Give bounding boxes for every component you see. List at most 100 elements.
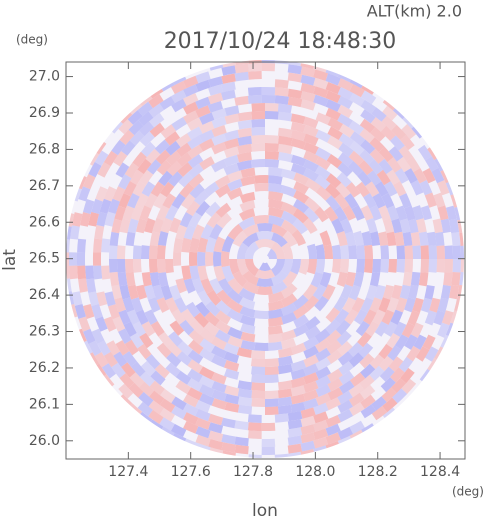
echo-cell [234, 436, 249, 447]
echo-cell [164, 131, 181, 146]
echo-cell [398, 356, 413, 373]
echo-cell [325, 195, 341, 211]
echo-cell [176, 351, 193, 366]
echo-cell [183, 394, 199, 408]
echo-cell [440, 334, 449, 348]
echo-cell [69, 265, 78, 280]
echo-cell [199, 129, 215, 143]
echo-cell [237, 380, 252, 391]
echo-cell [221, 265, 235, 283]
echo-cell [340, 284, 353, 300]
echo-cell [268, 291, 285, 303]
echo-cell [353, 309, 368, 325]
echo-cell [333, 296, 348, 312]
echo-cell [300, 440, 316, 452]
echo-cell [183, 93, 199, 106]
echo-cell [251, 390, 265, 399]
echo-cell [138, 381, 155, 397]
echo-cell [109, 259, 118, 273]
echo-cell [242, 280, 259, 295]
echo-cell [135, 309, 149, 325]
echo-cell [338, 370, 355, 385]
echo-cell [267, 248, 277, 259]
echo-cell [360, 404, 377, 419]
echo-cell [265, 158, 280, 168]
echo-cell [257, 222, 273, 232]
echo-cell [224, 402, 240, 413]
y-tick-label: 27.0 [29, 69, 60, 85]
echo-cell [227, 170, 243, 183]
echo-cell [116, 259, 126, 273]
echo-cell [406, 345, 421, 362]
echo-cell [331, 244, 341, 259]
echo-cell [238, 216, 256, 231]
echo-cell [435, 231, 445, 246]
echo-cell [158, 331, 173, 348]
echo-cell [216, 212, 232, 229]
echo-cell [412, 297, 424, 313]
echo-cell [251, 119, 265, 128]
echo-cell [239, 191, 256, 204]
echo-cell [123, 321, 137, 337]
echo-cell [265, 135, 279, 144]
echo-cell [150, 370, 166, 386]
echo-cell [237, 396, 253, 407]
echo-cell [251, 366, 265, 376]
echo-cell [251, 374, 265, 383]
echo-cell [271, 241, 285, 259]
echo-cell [271, 232, 288, 248]
echo-cell [399, 218, 411, 234]
echo-cell [366, 284, 378, 301]
echo-cell [313, 66, 327, 73]
echo-cell [160, 284, 173, 301]
echo-cell [119, 373, 135, 389]
echo-cell [337, 78, 354, 92]
echo-cell [412, 245, 421, 259]
echo-cell [300, 407, 316, 419]
echo-cell [291, 229, 306, 246]
echo-cell [209, 64, 224, 71]
echo-cell [173, 76, 187, 86]
echo-cell [314, 174, 331, 190]
echo-cell [325, 69, 339, 77]
echo-cell [418, 272, 429, 287]
echo-cell [137, 401, 153, 417]
echo-cell [281, 259, 294, 276]
echo-cell [413, 334, 427, 350]
echo-cell [248, 63, 262, 72]
echo-cell [386, 169, 401, 185]
echo-cell [74, 188, 82, 202]
echo-cell [177, 162, 193, 177]
echo-cell [271, 223, 288, 238]
echo-cell [369, 231, 381, 246]
echo-cell [210, 336, 227, 350]
echo-cell [392, 108, 405, 120]
echo-cell [226, 299, 243, 314]
echo-cell [278, 135, 293, 146]
echo-cell [349, 402, 365, 416]
echo-cell [420, 205, 433, 221]
echo-cell [138, 121, 155, 137]
echo-cell [137, 343, 152, 360]
echo-cell [315, 129, 331, 143]
echo-cell [357, 170, 372, 187]
echo-cell [348, 383, 365, 398]
echo-cell [93, 265, 103, 280]
echo-cell [348, 392, 365, 407]
echo-cell [129, 169, 144, 185]
echo-cell [239, 314, 256, 327]
y-tick-label: 26.5 [29, 251, 60, 267]
echo-cell [349, 83, 365, 98]
echo-cell [158, 170, 173, 187]
echo-cell [450, 194, 458, 208]
echo-cell [68, 252, 78, 266]
echo-cell [211, 389, 227, 402]
echo-cell [222, 450, 236, 456]
echo-cell [281, 219, 298, 235]
echo-cell [278, 151, 293, 163]
echo-cell [66, 239, 70, 253]
echo-cell [174, 297, 188, 314]
echo-cell [236, 242, 249, 259]
echo-cell [314, 295, 329, 312]
echo-cell [412, 205, 424, 221]
